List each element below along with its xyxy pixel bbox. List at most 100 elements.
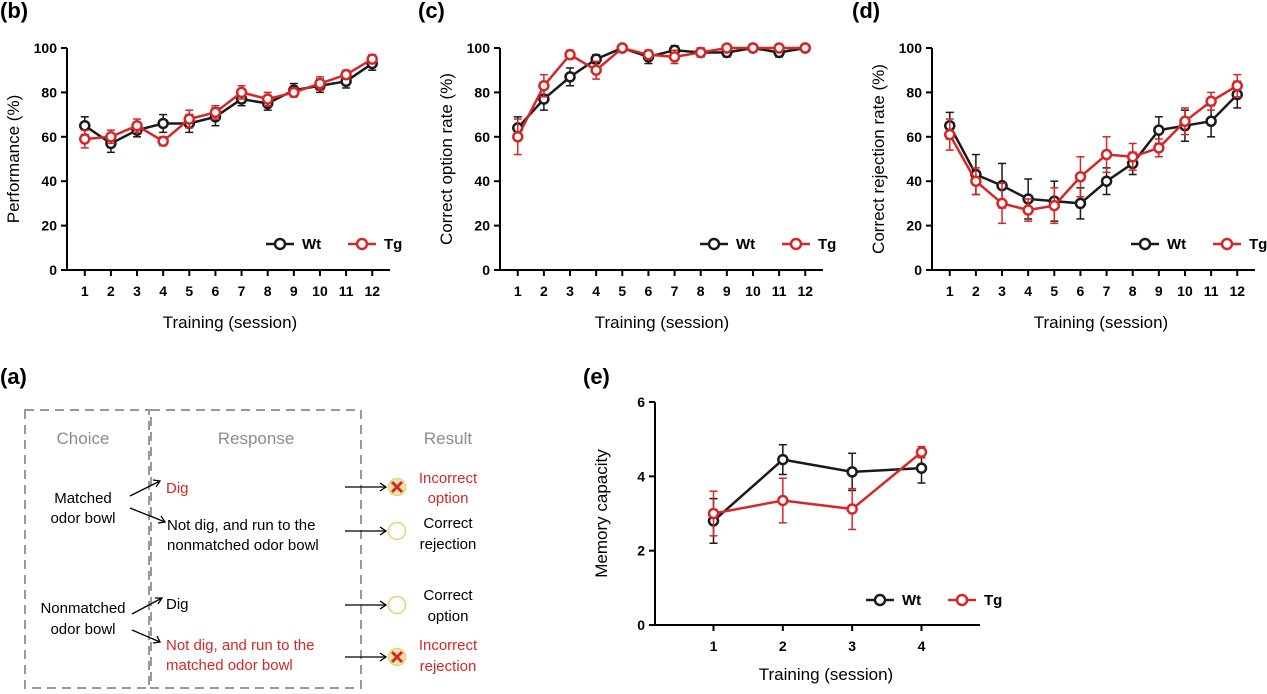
choice-nonmatched-line2: odor bowl	[50, 621, 115, 638]
series-wt	[944, 80, 1243, 222]
x-tick-label: 2	[540, 283, 548, 299]
data-point	[1153, 142, 1165, 154]
x-tick-label: 1	[81, 283, 89, 299]
x-tick-label: 11	[339, 283, 354, 299]
data-point	[366, 53, 378, 65]
y-tick-label: 0	[49, 262, 57, 278]
y-tick-label: 100	[899, 40, 923, 56]
legend-swatch-marker	[273, 237, 287, 251]
y-axis-title: Memory capacity	[592, 449, 611, 578]
result-incorrect-rejection-line1: Incorrect	[419, 637, 478, 654]
legend-swatch-marker	[1220, 237, 1234, 251]
data-point	[1205, 95, 1217, 108]
x-tick-label: 10	[312, 283, 328, 299]
y-tick-label: 40	[906, 173, 922, 189]
x-tick-label: 11	[772, 283, 787, 299]
data-point	[1074, 197, 1087, 210]
legend-label: Wt	[302, 236, 321, 253]
result-correct-option-line1: Correct	[423, 587, 473, 604]
data-point	[1231, 79, 1243, 92]
data-point	[512, 131, 524, 143]
choice-matched-line1: Matched	[54, 490, 112, 507]
response-notdig-2-line1: Not dig, and run to the	[166, 637, 314, 654]
x-tick-label: 1	[514, 283, 522, 299]
y-tick-label: 4	[637, 468, 645, 484]
x-tick-label: 10	[1177, 283, 1193, 299]
data-point	[105, 131, 117, 143]
data-point	[773, 42, 785, 54]
result-incorrect-option-line1: Incorrect	[419, 470, 478, 487]
series-tg	[944, 73, 1243, 225]
x-tick-label: 5	[1050, 283, 1058, 299]
x-tick-label: 7	[1103, 283, 1111, 299]
data-point	[340, 68, 352, 81]
data-point	[538, 79, 550, 92]
data-point	[846, 503, 858, 515]
data-point	[799, 42, 811, 54]
y-tick-label: 20	[41, 218, 57, 234]
data-point	[777, 453, 789, 466]
x-tick-label: 8	[697, 283, 705, 299]
data-point	[261, 93, 274, 105]
data-point	[616, 42, 629, 54]
response-box	[150, 409, 362, 689]
y-axis-title: Performance (%)	[4, 95, 23, 223]
x-tick-label: 4	[918, 638, 926, 654]
data-point	[314, 77, 326, 90]
x-tick-label: 4	[1024, 283, 1032, 299]
response-notdig-1-line2: nonmatched odor bowl	[167, 537, 319, 554]
result-correct-rejection-line1: Correct	[423, 515, 473, 532]
series-wt	[707, 443, 928, 544]
data-point	[915, 462, 928, 474]
result-header: Result	[424, 429, 472, 448]
legend-label: Tg	[984, 592, 1002, 609]
data-point	[1153, 124, 1165, 136]
series-tg	[707, 445, 928, 537]
data-point	[694, 46, 707, 59]
x-tick-label: 1	[710, 638, 718, 654]
y-tick-label: 2	[637, 543, 645, 559]
data-point	[1126, 151, 1139, 163]
x-tick-label: 2	[107, 283, 115, 299]
series-line-wt	[712, 458, 922, 522]
x-axis-title: Training (session)	[163, 313, 297, 332]
x-tick-label: 12	[364, 283, 380, 299]
result-marker-incorrect-rejection	[387, 647, 407, 667]
response-notdig-2-line2: matched odor bowl	[166, 657, 293, 674]
result-incorrect-option-line2: option	[428, 490, 469, 507]
x-tick-label: 9	[723, 283, 731, 299]
data-point	[1205, 115, 1217, 128]
x-tick-label: 7	[671, 283, 679, 299]
panel-label: (b)	[0, 0, 28, 23]
y-tick-label: 6	[637, 394, 645, 410]
response-dig-2: Dig	[166, 596, 189, 613]
data-point	[235, 86, 248, 99]
data-point	[777, 494, 789, 507]
x-tick-label: 12	[797, 283, 813, 299]
result-arrows	[345, 482, 388, 662]
x-tick-label: 8	[1129, 283, 1137, 299]
result-correct-rejection-line2: rejection	[420, 536, 477, 553]
x-tick-label: 10	[745, 283, 761, 299]
x-tick-label: 4	[592, 283, 600, 299]
y-tick-label: 40	[474, 173, 490, 189]
x-tick-label: 11	[1204, 283, 1219, 299]
x-axis-title: Training (session)	[759, 665, 893, 684]
legend: Wt Tg	[866, 592, 1002, 609]
data-point	[1179, 115, 1191, 128]
legend-swatch-marker	[355, 237, 369, 251]
y-axis-title: Correct option rate (%)	[437, 73, 456, 245]
data-point	[721, 42, 733, 54]
legend-swatch-marker	[1138, 237, 1152, 251]
series-tg	[79, 53, 378, 149]
series-line-tg	[84, 58, 373, 143]
series-tg	[512, 42, 811, 156]
choice-nonmatched-line1: Nonmatched	[40, 600, 125, 617]
data-point	[79, 133, 91, 145]
legend: Wt Tg	[700, 236, 836, 253]
x-tick-label: 6	[645, 283, 653, 299]
data-point	[1100, 148, 1113, 161]
